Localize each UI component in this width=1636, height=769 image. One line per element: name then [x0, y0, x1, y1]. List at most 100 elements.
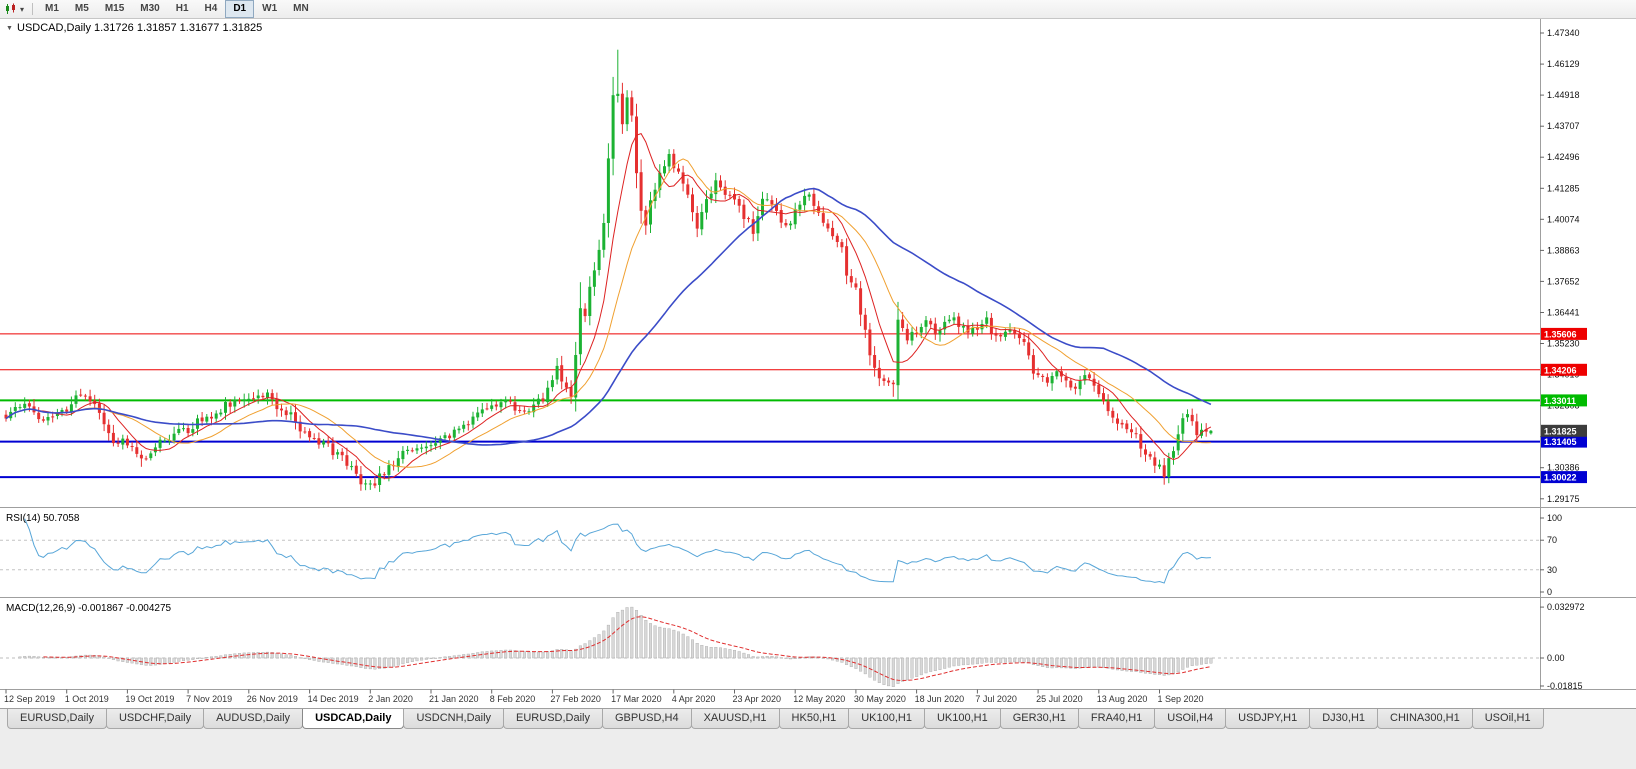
price-axis-label: 1.38863	[1547, 245, 1580, 255]
date-axis-label: 7 Nov 2019	[186, 694, 232, 704]
date-axis-label: 8 Feb 2020	[490, 694, 536, 704]
chart-tab-xauusd-h1[interactable]: XAUUSD,H1	[690, 709, 780, 729]
date-axis-label: 26 Nov 2019	[247, 694, 298, 704]
rsi-indicator-label: RSI(14) 50.7058	[6, 513, 80, 524]
chart-background	[0, 0, 1636, 708]
dropdown-caret-icon: ▾	[20, 4, 25, 14]
price-axis-label: 1.30386	[1547, 463, 1580, 473]
chart-tab-usdchf-daily[interactable]: USDCHF,Daily	[105, 709, 205, 729]
price-tag-1.35606: 1.35606	[1541, 327, 1587, 340]
chart-tab-usoil-h1[interactable]: USOil,H1	[1471, 709, 1544, 729]
chart-tab-fra40-h1[interactable]: FRA40,H1	[1077, 709, 1156, 729]
rsi-axis-label: 70	[1547, 535, 1557, 545]
chart-tab-uk100-h1[interactable]: UK100,H1	[848, 709, 925, 729]
price-tag-1.30022: 1.30022	[1541, 471, 1587, 484]
chart-tab-usoil-h4[interactable]: USOil,H4	[1154, 709, 1227, 729]
symbol-marker-icon: ▼	[6, 25, 13, 32]
chart-tab-usdjpy-h1[interactable]: USDJPY,H1	[1225, 709, 1311, 729]
date-axis-label: 25 Jul 2020	[1036, 694, 1083, 704]
chart-tab-gbpusd-h4[interactable]: GBPUSD,H4	[602, 709, 692, 729]
timeframe-button-d1[interactable]: D1	[225, 0, 255, 18]
candles	[4, 49, 1213, 492]
chart-tab-hk50-h1[interactable]: HK50,H1	[778, 709, 850, 729]
svg-text:1.31405: 1.31405	[1544, 437, 1577, 447]
date-axis-label: 14 Dec 2019	[308, 694, 359, 704]
timeframe-button-w1[interactable]: W1	[262, 3, 278, 14]
price-axis-label: 1.35230	[1547, 339, 1580, 349]
price-axis-label: 1.36441	[1547, 308, 1580, 318]
timeframe-button-m15[interactable]: M15	[104, 3, 125, 14]
rsi-axis-label: 30	[1547, 565, 1557, 575]
timeframe-button-m1[interactable]: M1	[45, 3, 59, 14]
svg-text:1.35606: 1.35606	[1544, 329, 1577, 339]
svg-text:1.31825: 1.31825	[1544, 426, 1577, 436]
moving-averages	[5, 132, 1212, 479]
timeframe-button-m5[interactable]: M5	[74, 3, 89, 14]
ma-8-line	[5, 132, 1212, 479]
price-axis-label: 1.37652	[1547, 276, 1580, 286]
rsi-axis-label: 0	[1547, 587, 1552, 597]
chart-tab-usdcnh-daily[interactable]: USDCNH,Daily	[403, 709, 505, 729]
chart-tab-china300-h1[interactable]: CHINA300,H1	[1377, 709, 1473, 729]
timeframe-buttons: M1 M5 M15 M30 H1 H4 D1 W1 MN	[37, 0, 317, 18]
timeframe-button-h4[interactable]: H4	[204, 3, 218, 14]
chart-title-ohlc: USDCAD,Daily 1.31726 1.31857 1.31677 1.3…	[17, 22, 262, 34]
rsi-line	[24, 518, 1211, 584]
chart-tab-ger30-h1[interactable]: GER30,H1	[999, 709, 1079, 729]
price-axis-label: 1.43707	[1547, 121, 1580, 131]
chart-tab-eurusd-daily[interactable]: EURUSD,Daily	[7, 709, 107, 729]
price-axis[interactable]: 1.47340 1.46129 1.44918 1.43707 1.42496 1.412…	[0, 18, 1636, 691]
price-axis-label: 1.46129	[1547, 59, 1580, 69]
price-axis-label: 1.40074	[1547, 214, 1580, 224]
price-axis-label: 1.41285	[1547, 183, 1580, 193]
chart-tab-usdcad-daily[interactable]: USDCAD,Daily	[302, 709, 405, 729]
chart-type-dropdown[interactable]: ▾	[0, 0, 28, 18]
macd-axis-label: 0.032972	[1547, 602, 1585, 612]
date-axis-label: 4 Apr 2020	[672, 694, 716, 704]
date-axis-label: 30 May 2020	[854, 694, 906, 704]
date-axis-label: 23 Apr 2020	[733, 694, 782, 704]
date-axis-label: 7 Jul 2020	[975, 694, 1017, 704]
date-axis-label: 12 Sep 2019	[4, 694, 55, 704]
date-axis-label: 27 Feb 2020	[550, 694, 601, 704]
svg-text:1.34206: 1.34206	[1544, 365, 1577, 375]
macd-indicator-label: MACD(12,26,9) -0.001867 -0.004275	[6, 603, 172, 614]
date-axis-label: 12 May 2020	[793, 694, 845, 704]
chart-tab-dj30-h1[interactable]: DJ30,H1	[1309, 709, 1379, 729]
date-axis-label: 17 Mar 2020	[611, 694, 662, 704]
price-chart: 1.47340 1.46129 1.44918 1.43707 1.42496 1.412…	[0, 0, 1636, 708]
macd-axis-label: 0.00	[1547, 653, 1565, 663]
date-axis[interactable]: 12 Sep 2019 1 Oct 2019 19 Oct 2019 7 Nov 20…	[4, 689, 1204, 705]
macd-signal-line	[43, 616, 1211, 682]
chart-tabs-bar: EURUSD,Daily USDCHF,Daily AUDUSD,Daily USDC…	[0, 708, 1636, 769]
price-tag-1.31825: 1.31825	[1541, 424, 1587, 437]
price-tag-1.31405: 1.31405	[1541, 435, 1587, 448]
chart-tab-eurusd-daily[interactable]: EURUSD,Daily	[503, 709, 603, 729]
timeframe-button-m30[interactable]: M30	[140, 3, 160, 14]
rsi-axis-label: 100	[1547, 513, 1562, 523]
timeframe-button-mn[interactable]: MN	[293, 3, 309, 14]
date-axis-label: 18 Jun 2020	[915, 694, 965, 704]
date-axis-label: 19 Oct 2019	[125, 694, 174, 704]
timeframe-button-h1[interactable]: H1	[175, 3, 189, 14]
date-axis-label: 1 Oct 2019	[65, 694, 109, 704]
price-axis-label: 1.29175	[1547, 494, 1580, 504]
rsi-panel	[0, 518, 1540, 584]
macd-histogram	[18, 606, 1213, 687]
price-axis-label: 1.47340	[1547, 28, 1580, 38]
price-axis-label: 1.44918	[1547, 90, 1580, 100]
ma-45-line	[5, 187, 1212, 446]
svg-text:1.30022: 1.30022	[1544, 473, 1577, 483]
date-axis-label: 21 Jan 2020	[429, 694, 479, 704]
chart-tab-audusd-daily[interactable]: AUDUSD,Daily	[203, 709, 304, 729]
macd-panel	[0, 606, 1540, 687]
ma-17-line	[5, 158, 1211, 468]
chart-tab-uk100-h1[interactable]: UK100,H1	[923, 709, 1001, 729]
toolbar-separator	[32, 3, 34, 15]
candlestick-chart-icon	[6, 3, 15, 14]
date-axis-label: 2 Jan 2020	[368, 694, 413, 704]
date-axis-label: 1 Sep 2020	[1158, 694, 1204, 704]
timeframe-toolbar: ▾ M1 M5 M15 M30 H1 H4 D1 W1 MN	[0, 0, 1636, 19]
price-tag-1.34206: 1.34206	[1541, 363, 1587, 376]
